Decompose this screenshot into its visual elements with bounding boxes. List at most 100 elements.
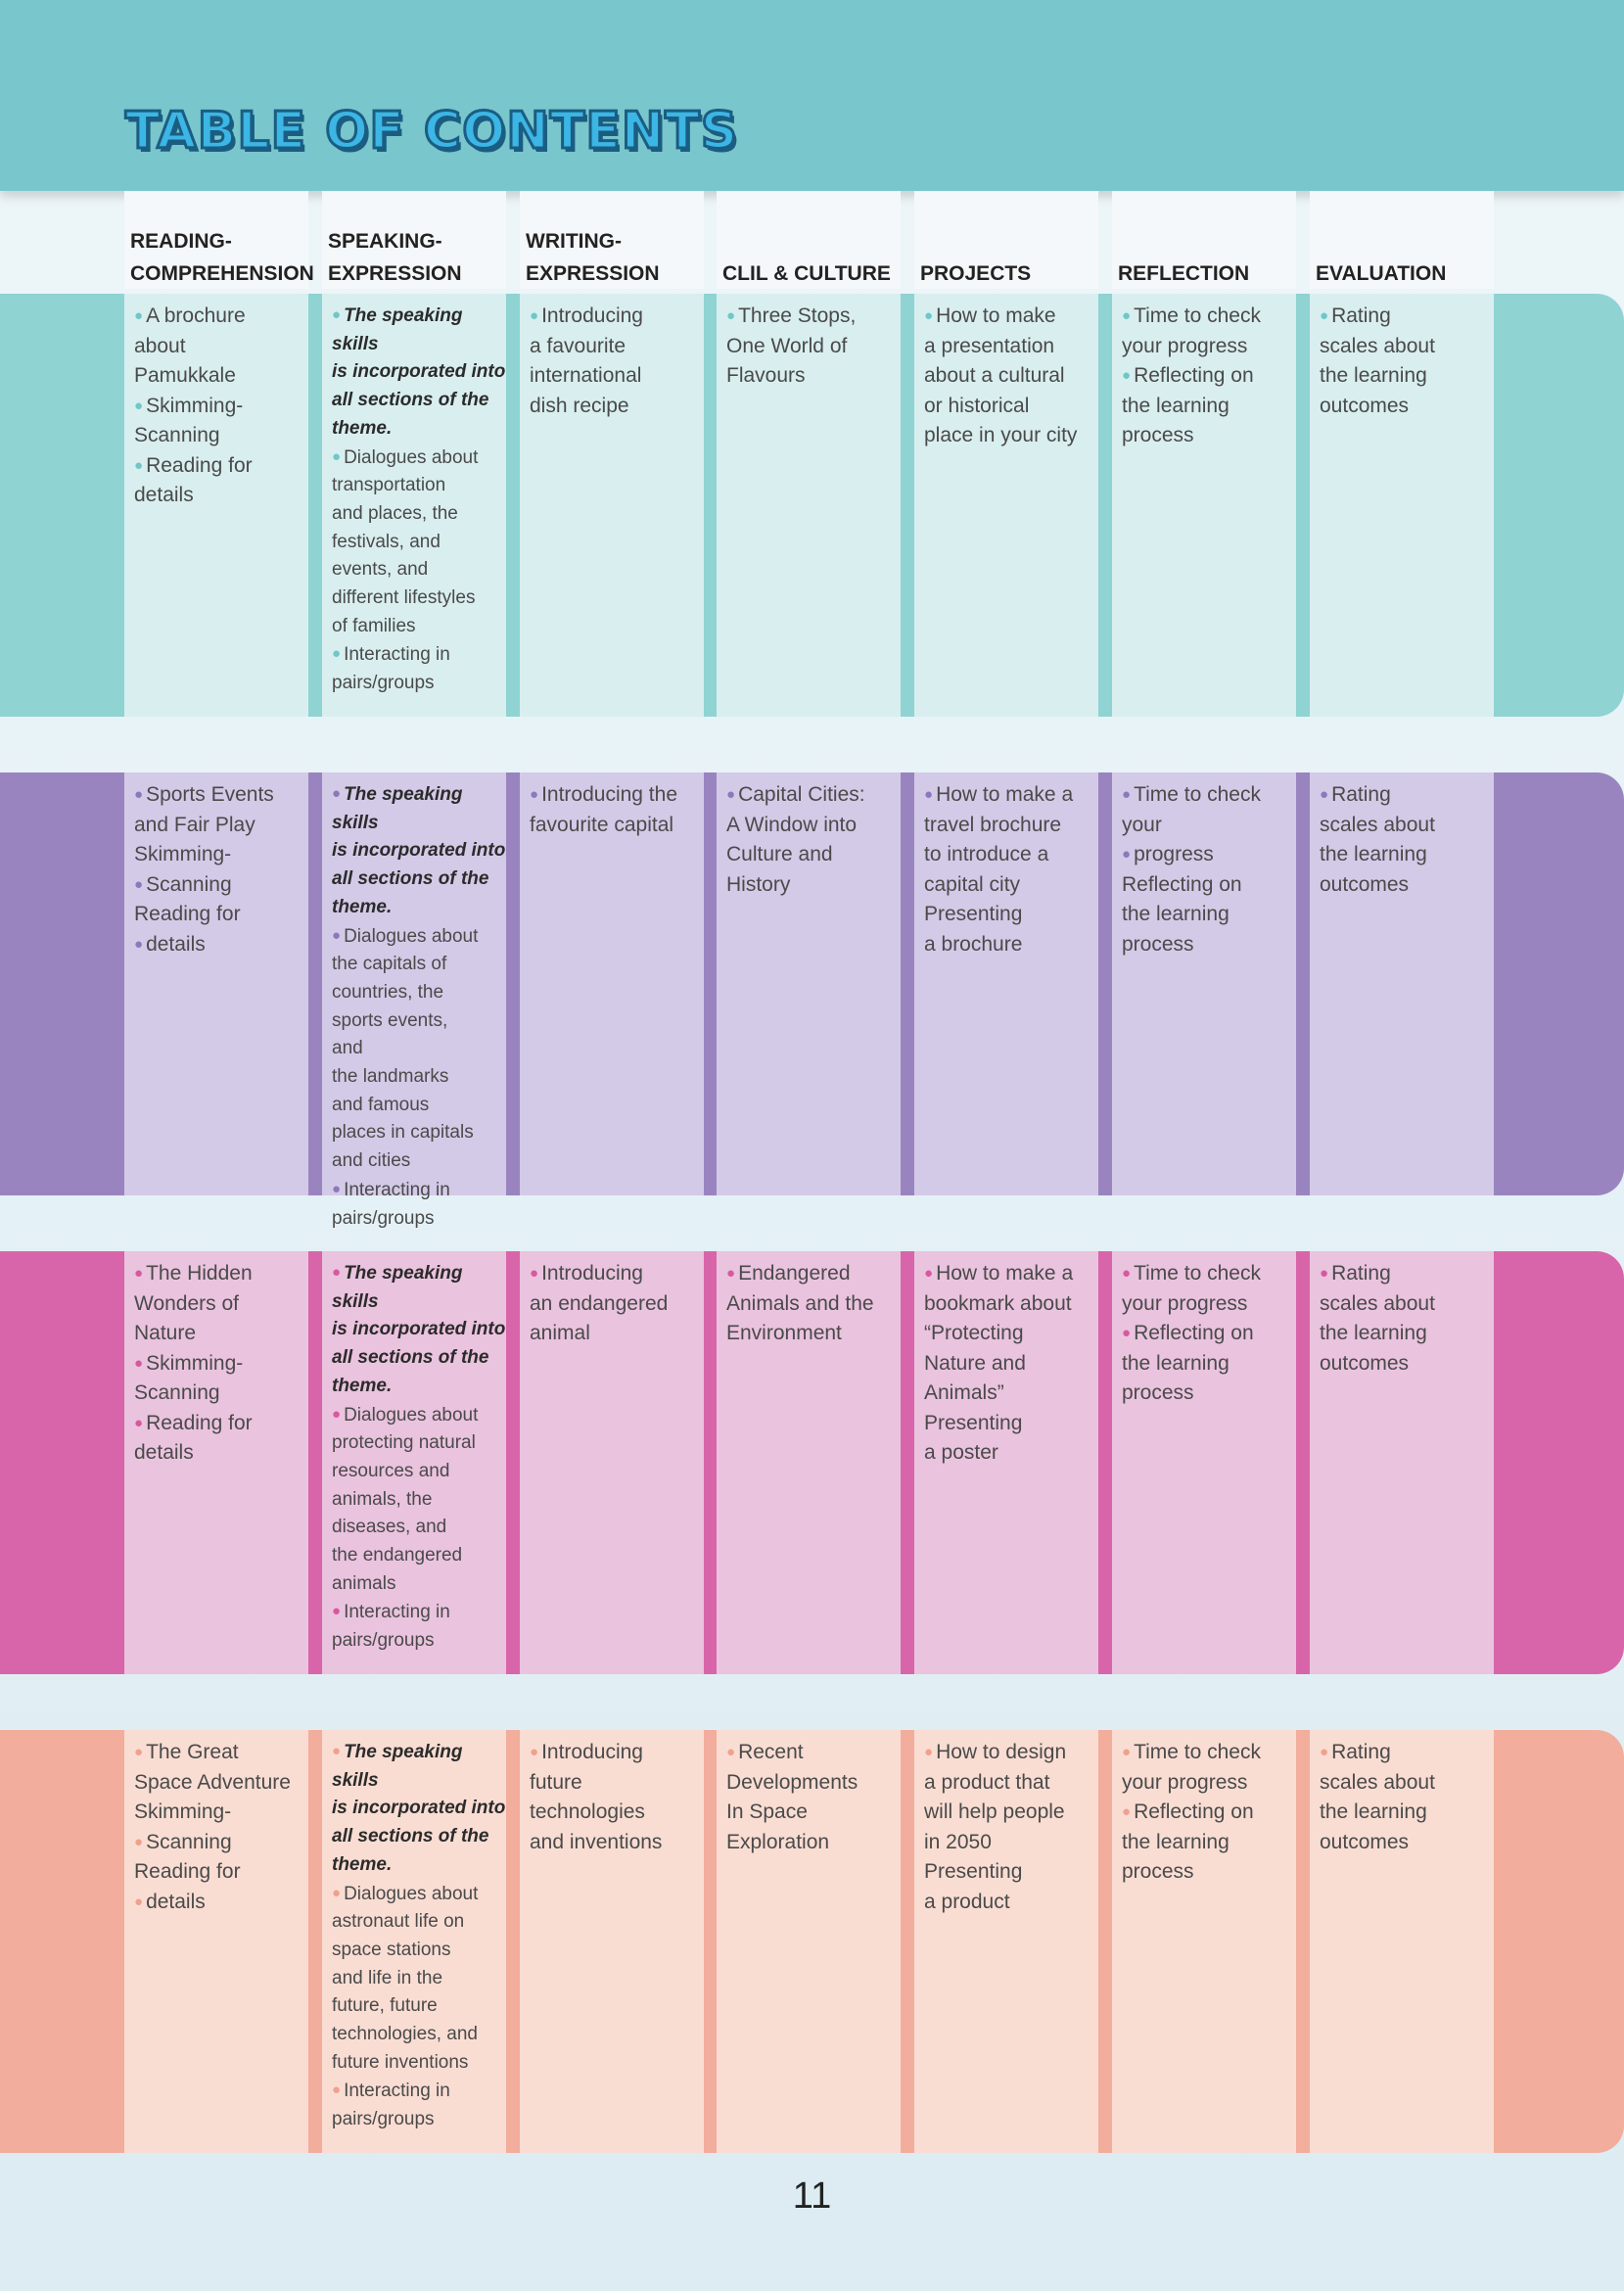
cell-line: In Space [726,1798,905,1828]
cell-line: ● A brochure [134,302,312,332]
cell-line: outcomes [1320,392,1498,422]
bullet-icon: ● [924,786,934,803]
table-cell: ● Introducing the favourite capital [520,772,704,1195]
cell-line: Space Adventure [134,1768,312,1799]
cell-line: process [1122,1379,1300,1409]
column-header-panel [1310,191,1494,289]
cell-line: capital city [924,870,1102,901]
cell-line: and famous [332,1092,510,1120]
cell-line: scales about [1320,1768,1498,1799]
cell-line: protecting natural [332,1429,510,1458]
cell-text: ● The Hidden Wonders of Nature ● Skimming- Sca… [134,1259,312,1469]
cell-line-text: a favourite [530,334,626,357]
cell-line-text: and inventions [530,1830,663,1853]
cell-line: Nature and [924,1349,1102,1379]
cell-line: ● Interacting in [332,2077,510,2106]
cell-line-text: countries, the [332,981,444,1003]
bullet-icon: ● [924,307,934,324]
cell-line-text: pairs/groups [332,1207,435,1229]
cell-line-text: is incorporated into [332,840,506,862]
cell-line: the capitals of [332,951,510,979]
bullet-icon: ● [1122,1803,1132,1820]
cell-line-text: details [146,1890,206,1913]
cell-line-text: space stations [332,1939,451,1960]
cell-text: ● A brochure about Pamukkale ● Skimming- Scann… [134,302,312,511]
cell-text: ● Capital Cities: A Window into Culture and… [726,780,905,900]
cell-text: ● Three Stops, One World of Flavours [726,302,905,392]
bullet-icon: ● [1122,367,1132,384]
cell-line-text: places in capitals [332,1122,474,1144]
cell-line-text: Endangered [738,1262,851,1285]
cell-line: places in capitals [332,1119,510,1147]
cell-line: pairs/groups [332,1205,510,1234]
cell-line: outcomes [1320,1349,1498,1379]
cell-line-text: Dialogues about [344,1883,479,1904]
cell-line: theme. [332,415,510,444]
bullet-icon: ● [332,785,342,802]
cell-line: ● Rating [1320,1738,1498,1768]
cell-line-text: Wonders of [134,1291,239,1315]
cell-line: international [530,361,708,392]
cell-line-text: and famous [332,1094,430,1115]
cell-line: a product that [924,1768,1102,1799]
cell-line-text: will help people [924,1800,1065,1823]
column-heading: REFLECTION [1118,262,1250,285]
cell-line-text: Reflecting on [1134,1322,1254,1344]
cell-line-text: The speaking skills [332,784,463,833]
cell-line: outcomes [1320,870,1498,901]
table-cell: ● The speaking skills is incorporated into… [322,1730,506,2153]
cell-line: technologies [530,1798,708,1828]
cell-line-text: process [1122,1381,1194,1404]
table-cell: ● Three Stops, One World of Flavours [717,294,901,717]
cell-line-text: transportation [332,475,446,496]
cell-line: a brochure [924,930,1102,960]
header-band [0,0,1624,191]
table-cell: ● Introducing future technologies and invent… [520,1730,704,2153]
cell-line-text: the endangered [332,1545,463,1566]
cell-line: ● The speaking skills [332,1259,510,1316]
cell-line: pairs/groups [332,1627,510,1656]
cell-line: the learning [1122,1828,1300,1858]
cell-line-text: your progress [1122,1291,1248,1315]
cell-line: ● Interacting in [332,1176,510,1205]
cell-text: ● Rating scales about the learning outcomes [1320,302,1498,421]
cell-line: pairs/groups [332,670,510,698]
column-heading: READING- COMPREHENSION [130,230,314,285]
cell-line: ● Dialogues about [332,444,510,473]
cell-line-text: Interacting in [344,1602,450,1623]
cell-line: is incorporated into [332,358,510,387]
cell-line-text: details [134,484,194,506]
cell-line-text: the learning [1320,843,1427,865]
cell-line: History [726,870,905,901]
cell-line: Pamukkale [134,361,312,392]
cell-line-text: a product that [924,1770,1050,1794]
cell-text: ● Rating scales about the learning outcomes [1320,1738,1498,1857]
cell-line-text: the capitals of [332,954,447,975]
table-cell: ● The speaking skills is incorporated into… [322,1251,506,1674]
cell-line-text: details [146,932,206,956]
cell-line-text: Flavours [726,364,806,387]
cell-line: all sections of the [332,387,510,415]
cell-line: your [1122,811,1300,841]
cell-line-text: outcomes [1320,1830,1410,1853]
cell-line-text: Introducing [541,1741,643,1763]
bullet-icon: ● [134,935,144,953]
cell-line: Reflecting on [1122,870,1300,901]
table-cell: ● Capital Cities: A Window into Culture and… [717,772,901,1195]
bullet-icon: ● [1122,846,1132,863]
page-title: TABLE OF CONTENTS [123,102,739,161]
cell-line-text: The Great [146,1741,239,1763]
cell-line-text: animals [332,1572,396,1594]
cell-line-text: events, and [332,559,429,581]
cell-line: dish recipe [530,392,708,422]
cell-line-text: outcomes [1320,872,1410,896]
cell-line-text: The Hidden [146,1262,253,1285]
bullet-icon: ● [332,1884,342,1901]
table-cell: ● How to make a travel brochure to introduc… [914,772,1098,1195]
cell-line-text: bookmark about [924,1291,1072,1315]
cell-line: the learning [1122,900,1300,930]
cell-line-text: The speaking skills [332,305,463,354]
cell-line: ● Introducing [530,1259,708,1289]
table-cell: ● Rating scales about the learning outcomes [1310,772,1494,1195]
cell-line: ● Introducing [530,302,708,332]
